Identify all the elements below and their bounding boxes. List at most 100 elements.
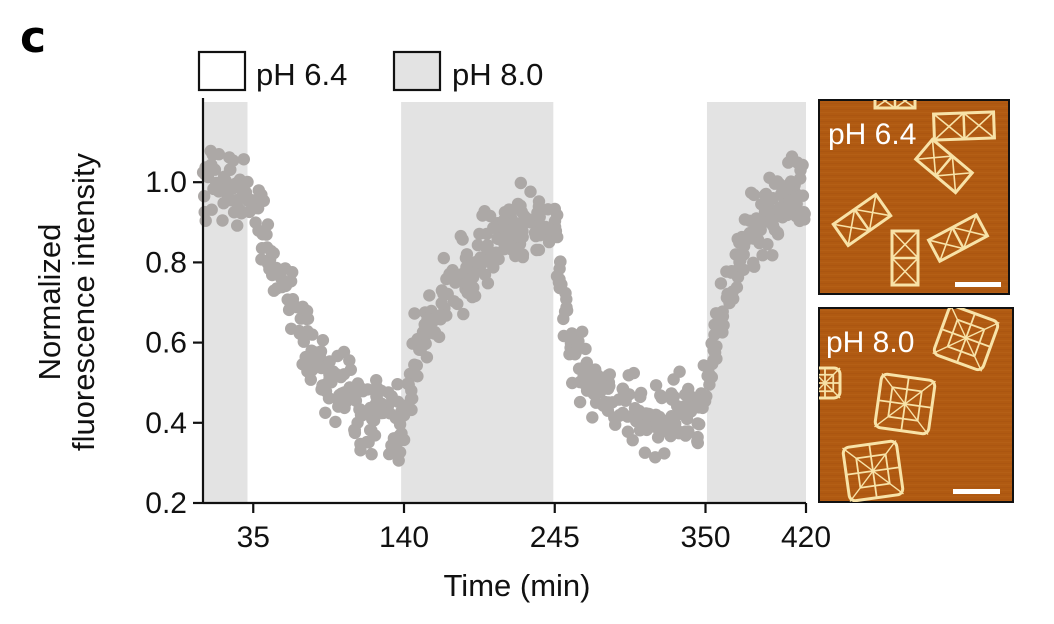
data-point [460, 261, 473, 274]
y-tick-label: 1.0 [145, 166, 187, 199]
data-point [649, 379, 663, 392]
data-point [573, 395, 587, 409]
data-point [206, 148, 219, 161]
data-point [679, 429, 692, 442]
data-point [774, 206, 787, 220]
data-point [229, 177, 243, 190]
data-point [361, 383, 374, 396]
data-point [747, 256, 760, 269]
data-point [403, 367, 417, 381]
data-point [784, 199, 797, 213]
data-point [231, 219, 244, 232]
dna-origami-square [819, 366, 842, 400]
y-tick-label: 0.2 [145, 487, 187, 520]
data-point [710, 307, 723, 320]
dna-origami-rectangle [926, 212, 990, 264]
dna-origami-rectangle [913, 137, 975, 195]
dna-origami-square [841, 439, 905, 502]
data-point [514, 176, 527, 190]
data-points [196, 144, 811, 467]
data-point [370, 374, 383, 387]
data-point [419, 337, 432, 350]
data-point [313, 349, 327, 362]
data-point [798, 213, 811, 226]
legend-label-ph80: pH 8.0 [452, 57, 543, 92]
data-point [432, 330, 446, 344]
data-point [237, 153, 250, 166]
data-point [241, 175, 254, 189]
data-point [331, 349, 344, 363]
data-point [708, 328, 721, 341]
afm-inset-ph80: pH 8.0 [818, 307, 1014, 503]
data-point [689, 399, 702, 413]
data-point [751, 218, 765, 231]
data-point [725, 266, 738, 279]
data-point [601, 382, 615, 395]
data-point [297, 335, 310, 348]
data-point [231, 201, 245, 214]
data-point [322, 392, 336, 405]
data-point [199, 214, 212, 227]
data-point [408, 307, 421, 320]
data-point [396, 399, 409, 412]
data-point [734, 254, 747, 267]
dna-origami-rectangle [932, 110, 996, 142]
dna-origami-square [932, 308, 1000, 372]
data-point [348, 423, 361, 437]
afm-inset-ph64: pH 6.4 [818, 99, 1010, 295]
legend-swatch-ph80 [392, 50, 442, 92]
data-point [557, 312, 570, 326]
data-point [391, 378, 404, 391]
data-point [260, 241, 274, 254]
x-tick-label: 35 [237, 521, 270, 554]
data-point [616, 382, 630, 395]
data-point [410, 359, 423, 372]
data-point [260, 228, 273, 241]
scale-bar-bottom [953, 489, 1000, 494]
data-point [489, 246, 503, 259]
data-point [377, 406, 390, 420]
data-point [435, 297, 448, 310]
data-point [468, 289, 482, 303]
data-point [654, 389, 667, 402]
data-point [528, 226, 542, 240]
data-point [375, 397, 388, 410]
y-axis-title: Normalized fluorescence intensity [32, 152, 101, 451]
dna-origami-rectangle [890, 229, 920, 287]
panel-label: c [20, 12, 46, 63]
data-point [437, 251, 450, 265]
data-point [365, 424, 378, 437]
data-point [210, 176, 223, 190]
data-point [664, 429, 677, 443]
data-point [275, 272, 288, 285]
data-point [766, 249, 779, 262]
data-point [555, 278, 568, 291]
data-point [392, 454, 405, 467]
data-point [667, 417, 680, 430]
afm-label-ph64: pH 6.4 [828, 118, 916, 151]
data-point [511, 197, 525, 211]
data-point [511, 229, 524, 243]
data-point [344, 363, 357, 376]
data-point [763, 191, 776, 205]
data-point [246, 202, 260, 215]
data-point [532, 200, 546, 213]
y-axis-ticks: 0.2 0.4 0.6 0.8 1.0 [145, 166, 203, 520]
y-tick-label: 0.6 [145, 327, 187, 360]
data-point [476, 209, 489, 222]
x-tick-label: 420 [781, 521, 831, 554]
data-point [560, 301, 573, 314]
data-point [782, 156, 795, 169]
data-point [329, 367, 342, 380]
data-point [756, 249, 769, 262]
legend-swatch-ph64 [197, 50, 247, 92]
y-axis-title-line1: Normalized [32, 224, 67, 381]
data-point [481, 277, 495, 290]
data-point [542, 235, 556, 249]
data-point [649, 408, 663, 421]
x-tick-label: 140 [379, 521, 429, 554]
data-point [791, 156, 804, 169]
data-point [737, 263, 750, 276]
data-point [316, 334, 330, 347]
